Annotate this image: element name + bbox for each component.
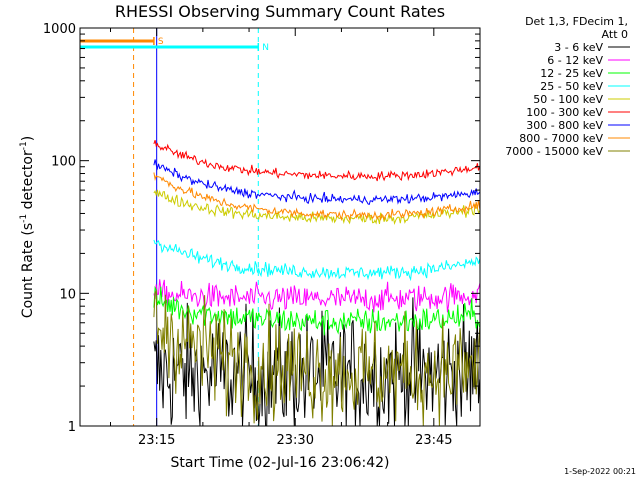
gap-label-0: S xyxy=(158,37,164,47)
legend-label-6: 300 - 800 keV xyxy=(526,119,603,132)
series-line-6 xyxy=(153,159,480,206)
legend-header-0: Det 1,3, FDecim 1, xyxy=(525,15,628,28)
series-line-4 xyxy=(153,189,480,226)
y-tick-label-0: 1 xyxy=(68,420,76,435)
legend-label-7: 800 - 7000 keV xyxy=(519,132,603,145)
x-tick-label-0: 23:15 xyxy=(138,433,175,448)
series-line-8 xyxy=(153,289,480,426)
y-tick-label-2: 100 xyxy=(51,155,76,170)
legend-header-1: Att 0 xyxy=(602,28,628,41)
series-line-5 xyxy=(153,140,480,182)
x-tick-label-2: 23:45 xyxy=(415,433,452,448)
gap-indicators: SN xyxy=(80,37,269,53)
x-tick-label-1: 23:30 xyxy=(277,433,314,448)
axis-ticks: 23:15 23:30 23:45 1 10 100 1000 xyxy=(43,22,480,448)
series-line-1 xyxy=(153,279,480,313)
footer-date: 1-Sep-2022 00:21 xyxy=(564,467,636,476)
legend-label-8: 7000 - 15000 keV xyxy=(505,145,603,158)
legend-label-5: 100 - 300 keV xyxy=(526,106,603,119)
chart-title: RHESSI Observing Summary Count Rates xyxy=(115,2,445,21)
legend-label-4: 50 - 100 keV xyxy=(533,93,603,106)
y-tick-label-1: 10 xyxy=(59,287,76,302)
y-axis-label: Count Rate (s-1 detector-1) xyxy=(19,136,36,318)
gap-label-1: N xyxy=(262,43,269,53)
legend-label-0: 3 - 6 keV xyxy=(554,41,603,54)
legend-label-3: 25 - 50 keV xyxy=(540,80,603,93)
legend-label-1: 6 - 12 keV xyxy=(547,54,603,67)
plot-frame xyxy=(79,27,481,427)
x-axis-label: Start Time (02-Jul-16 23:06:42) xyxy=(170,455,389,471)
series-layer xyxy=(153,140,480,426)
legend-label-2: 12 - 25 keV xyxy=(540,67,603,80)
y-tick-label-3: 1000 xyxy=(43,22,76,37)
series-line-0 xyxy=(153,297,480,426)
series-line-2 xyxy=(153,285,480,336)
series-line-7 xyxy=(153,172,480,222)
series-line-3 xyxy=(153,239,480,282)
